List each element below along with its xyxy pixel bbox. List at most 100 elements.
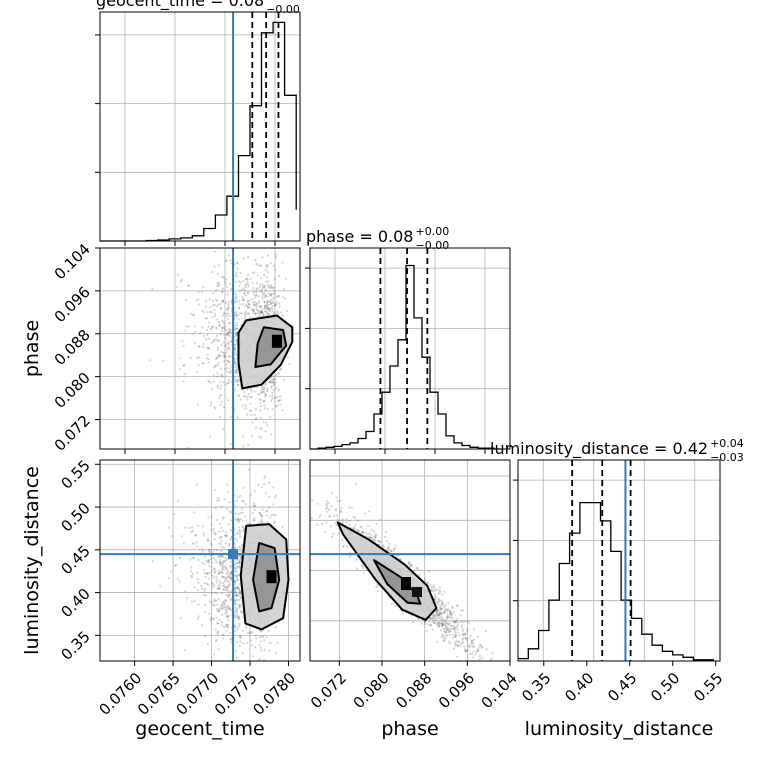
sample-point — [445, 615, 449, 618]
sample-point — [447, 627, 450, 630]
sample-point — [439, 611, 442, 614]
sample-point — [258, 283, 262, 286]
sample-point — [222, 633, 225, 636]
sample-point — [225, 351, 228, 354]
sample-point — [234, 599, 238, 602]
sample-point — [195, 299, 198, 302]
sample-point — [212, 374, 215, 377]
sample-point — [221, 517, 225, 520]
sample-point — [271, 391, 274, 395]
sample-point — [233, 263, 236, 266]
sample-point — [496, 674, 498, 676]
sample-point — [451, 617, 454, 620]
sample-point — [212, 603, 215, 607]
sample-point — [239, 640, 242, 643]
sample-point — [262, 400, 265, 403]
sample-point — [465, 649, 468, 652]
sample-point — [242, 445, 245, 448]
sample-point — [453, 624, 456, 627]
sample-point — [259, 513, 263, 516]
sample-point — [450, 613, 453, 616]
sample-point — [221, 327, 224, 330]
sample-point — [252, 308, 255, 311]
sample-point — [277, 389, 280, 392]
sample-point — [179, 280, 183, 283]
sample-point — [252, 309, 255, 312]
sample-point — [451, 605, 454, 609]
sample-point — [355, 567, 359, 570]
sample-point — [367, 510, 370, 513]
sample-point — [234, 563, 237, 566]
sample-point — [441, 623, 444, 626]
sample-point — [262, 387, 266, 390]
sample-point — [442, 637, 445, 640]
sample-point — [253, 508, 256, 511]
sample-point — [269, 286, 273, 289]
sample-point — [267, 300, 270, 303]
sample-point — [236, 518, 239, 521]
sample-point — [333, 514, 336, 518]
sample-point — [456, 645, 459, 648]
sample-point — [238, 615, 241, 618]
sample-point — [210, 341, 213, 344]
sample-point — [151, 287, 154, 290]
sample-point — [260, 385, 263, 389]
sample-point — [252, 291, 255, 294]
sample-point — [221, 662, 223, 664]
sample-point — [257, 393, 260, 396]
sample-point — [439, 615, 442, 618]
sample-point — [451, 628, 454, 631]
sample-point — [336, 500, 339, 503]
sample-point — [188, 526, 191, 530]
sample-point — [215, 548, 218, 551]
sample-point — [478, 646, 481, 649]
sample-point — [255, 287, 258, 290]
sample-point — [261, 521, 264, 524]
sample-point — [218, 415, 221, 419]
sample-point — [218, 324, 221, 327]
x-tick-label: 0.40 — [561, 669, 597, 705]
sample-point — [264, 268, 267, 272]
sample-point — [275, 374, 278, 377]
sample-point — [364, 531, 367, 534]
sample-point — [453, 628, 457, 632]
sample-point — [268, 495, 271, 498]
sample-point — [445, 628, 448, 631]
sample-point — [496, 673, 498, 675]
sample-point — [268, 394, 272, 398]
sample-point — [212, 530, 216, 534]
sample-point — [220, 307, 223, 310]
sample-point — [462, 609, 465, 612]
sample-point — [443, 610, 446, 613]
sample-point — [269, 415, 272, 419]
sample-point — [236, 267, 239, 270]
sample-point — [395, 555, 398, 558]
sample-point — [476, 648, 479, 651]
sample-point — [381, 544, 384, 547]
sample-point — [446, 613, 449, 616]
sample-point — [264, 393, 267, 396]
sample-point — [216, 346, 220, 349]
sample-point — [211, 574, 214, 577]
sample-point — [229, 371, 232, 374]
sample-point — [236, 640, 239, 644]
sample-point — [258, 644, 261, 647]
sample-point — [235, 587, 238, 590]
sample-point — [241, 404, 244, 407]
sample-point — [438, 625, 441, 628]
sample-point — [346, 545, 349, 548]
sample-point — [440, 619, 443, 622]
sample-point — [274, 304, 277, 307]
sample-point — [269, 299, 272, 302]
sample-point — [248, 468, 251, 471]
sample-point — [377, 540, 380, 543]
sample-point — [199, 331, 202, 335]
sample-point — [255, 291, 258, 294]
sample-point — [241, 543, 244, 547]
sample-point — [238, 606, 241, 609]
sample-point — [261, 283, 264, 286]
sample-point — [208, 564, 211, 568]
sample-point — [198, 345, 201, 348]
sample-point — [210, 523, 213, 526]
